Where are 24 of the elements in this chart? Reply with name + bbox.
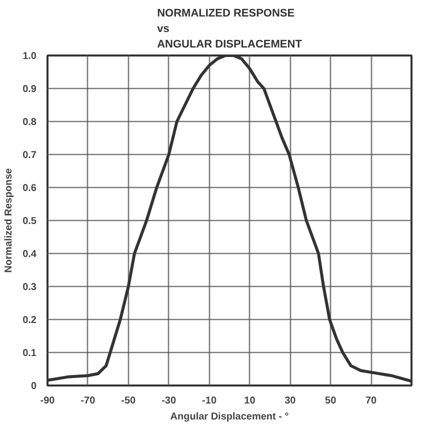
x-tick-label: -50 bbox=[121, 396, 136, 406]
x-tick-label: -90 bbox=[40, 396, 56, 406]
y-tick-label: 0.6 bbox=[22, 183, 37, 194]
x-tick-label: -10 bbox=[202, 396, 217, 406]
y-tick-label: 0.2 bbox=[22, 315, 37, 326]
x-tick-label: 70 bbox=[365, 396, 378, 406]
y-tick-label: 0.8 bbox=[22, 117, 37, 128]
y-tick-label: 0.4 bbox=[22, 249, 37, 260]
x-tick-label: -70 bbox=[80, 396, 96, 406]
y-tick-label: 0 bbox=[30, 381, 37, 392]
x-tick-label: -30 bbox=[162, 396, 176, 406]
chart-title: NORMALIZED RESPONSE vs ANGULAR DISPLACEMENT bbox=[157, 7, 302, 50]
y-tick-label: 1.0 bbox=[22, 51, 37, 62]
x-tick-label: 10 bbox=[244, 396, 256, 406]
x-tick-label: 30 bbox=[284, 396, 296, 406]
y-axis-title: Normalized Response bbox=[4, 168, 15, 273]
y-tick-label: 0.7 bbox=[22, 150, 37, 161]
y-tick-label: 0.1 bbox=[22, 348, 37, 359]
x-axis-title: Angular Displacement - ° bbox=[170, 412, 289, 422]
x-tick-label: 50 bbox=[325, 396, 337, 406]
line-series bbox=[48, 56, 412, 383]
y-tick-label: 0.3 bbox=[22, 282, 37, 293]
y-tick-label: 0.9 bbox=[22, 84, 37, 95]
y-tick-label: 0.5 bbox=[22, 216, 37, 227]
